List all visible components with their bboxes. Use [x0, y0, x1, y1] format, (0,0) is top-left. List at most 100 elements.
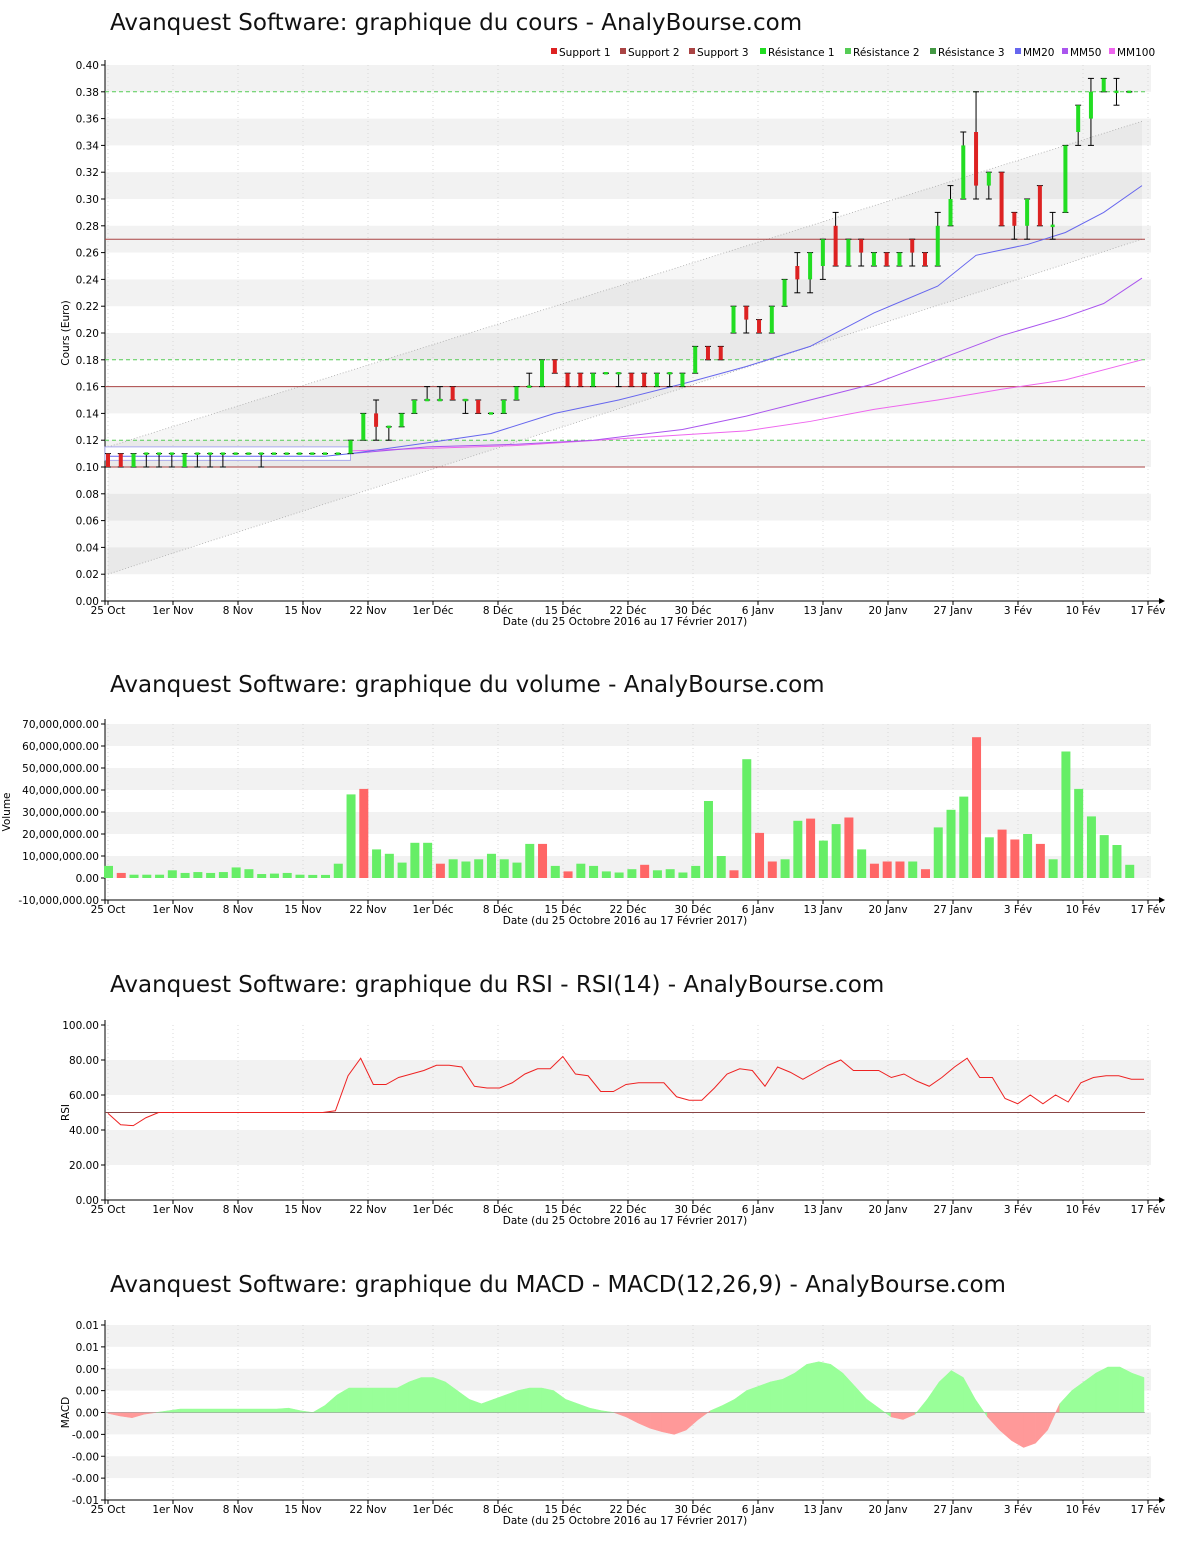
- volume-bar: [576, 863, 586, 878]
- volume-bar: [1010, 839, 1020, 878]
- macd-histogram-segment: [228, 1408, 241, 1413]
- price-y-tick-label: 0.16: [76, 382, 100, 394]
- candle-body: [527, 385, 532, 388]
- macd-x-tick-label: 15 Déc: [544, 1504, 581, 1516]
- macd-x-axis-label: Date (du 25 Octobre 2016 au 17 Février 2…: [503, 1515, 748, 1527]
- volume-chart-title: Avanquest Software: graphique du volume …: [110, 672, 825, 698]
- macd-grid-band: [105, 1368, 1151, 1391]
- volume-x-tick-label: 25 Oct: [91, 904, 126, 916]
- macd-x-tick-label: 1er Nov: [152, 1504, 193, 1516]
- legend-label: Support 1: [559, 47, 611, 59]
- volume-bar: [946, 809, 956, 878]
- candle-body: [718, 346, 723, 360]
- macd-y-axis-label: MACD: [60, 1397, 72, 1428]
- price-y-tick-label: 0.28: [76, 221, 99, 233]
- macd-histogram-segment: [336, 1387, 350, 1413]
- candle-body: [1101, 78, 1106, 92]
- volume-bar: [908, 861, 918, 878]
- volume-bar: [601, 871, 611, 878]
- rsi-x-arrow: [1159, 1197, 1165, 1203]
- price-x-tick-label: 15 Nov: [284, 605, 321, 617]
- volume-bar: [308, 874, 318, 878]
- candle-body: [680, 373, 685, 387]
- macd-x-tick-label: 6 Janv: [742, 1504, 774, 1516]
- legend-swatch: [845, 48, 851, 54]
- macd-histogram-segment: [252, 1408, 265, 1413]
- macd-histogram-segment: [1059, 1389, 1072, 1413]
- rsi-y-tick-label: 60.00: [69, 1090, 99, 1102]
- volume-x-tick-label: 30 Déc: [674, 904, 711, 916]
- volume-bar: [1023, 834, 1033, 878]
- rsi-line: [107, 1055, 1144, 1127]
- volume-bar: [180, 872, 190, 878]
- macd-histogram-segment: [866, 1398, 880, 1413]
- volume-bar: [614, 872, 624, 878]
- volume-x-tick-label: 22 Déc: [609, 904, 646, 916]
- volume-bar: [218, 872, 228, 878]
- volume-x-arrow: [1159, 897, 1165, 903]
- volume-bar: [1035, 843, 1045, 878]
- macd-histogram-segment: [782, 1372, 795, 1413]
- trend-channel-upper: [107, 120, 1143, 448]
- macd-histogram-segment: [505, 1390, 518, 1413]
- candle-body: [565, 373, 570, 387]
- rsi-chart-svg: 0.00 20.00 40.00 60.00 80.00 100.00 25 Oct 1er …: [60, 1020, 1165, 1227]
- volume-bar: [1048, 859, 1058, 878]
- macd-histogram-segment: [348, 1387, 362, 1413]
- legend-swatch: [1062, 48, 1068, 54]
- candle-body: [271, 452, 276, 455]
- volume-bar: [423, 842, 433, 878]
- volume-bar: [538, 843, 548, 878]
- volume-x-tick-label: 1er Nov: [152, 904, 193, 916]
- volume-x-tick-label: 27 Janv: [933, 904, 972, 916]
- candle-body: [514, 386, 519, 400]
- price-y-tick-label: 0.20: [76, 328, 99, 340]
- rsi-x-tick-label: 13 Janv: [803, 1204, 842, 1216]
- macd-chart: Avanquest Software: graphique du MACD - …: [0, 1260, 1200, 1550]
- candle-body: [667, 372, 672, 375]
- volume-bar: [959, 796, 969, 878]
- candle-body: [284, 452, 289, 455]
- volume-bar: [933, 827, 943, 878]
- price-x-tick-label: 1er Déc: [412, 605, 453, 617]
- rsi-x-tick-label: 10 Fév: [1066, 1204, 1101, 1216]
- volume-bar: [869, 863, 879, 878]
- candle-body: [833, 225, 838, 266]
- price-x-tick-label: 15 Déc: [544, 605, 581, 617]
- candle-body: [335, 452, 340, 455]
- macd-histogram-segment: [830, 1363, 844, 1413]
- volume-bar: [742, 759, 752, 878]
- candle-body: [323, 452, 328, 455]
- volume-x-tick-label: 17 Fév: [1131, 904, 1166, 916]
- macd-chart-svg: -0.01 -0.00 -0.00 -0.00 0.00 0.00 0.00 0.01 0.01…: [60, 1320, 1165, 1527]
- macd-x-tick-label: 8 Déc: [483, 1504, 514, 1516]
- price-x-tick-label: 22 Nov: [349, 605, 386, 617]
- volume-grid-band: [105, 812, 1151, 834]
- macd-histogram-segment: [264, 1408, 277, 1413]
- price-x-tick-label: 13 Janv: [803, 605, 842, 617]
- macd-x-tick-label: 10 Fév: [1066, 1504, 1101, 1516]
- volume-y-tick-label: 60,000,000.00: [22, 741, 99, 753]
- candle-body: [1114, 90, 1119, 94]
- price-y-tick-label: 0.02: [76, 569, 99, 581]
- volume-bar: [755, 832, 765, 878]
- macd-histogram-segment: [758, 1381, 771, 1413]
- macd-grid-band: [105, 1412, 1151, 1435]
- rsi-y-tick-label: 20.00: [69, 1160, 99, 1172]
- macd-x-tick-label: 20 Janv: [868, 1504, 907, 1516]
- macd-histogram-segment: [746, 1385, 759, 1413]
- candle-body: [348, 440, 353, 454]
- volume-y-tick-label: 30,000,000.00: [22, 807, 99, 819]
- price-chart-svg: 0.00 0.02 0.04 0.06 0.08 0.10 0.12 0.14 0.16 0.18…: [60, 47, 1165, 628]
- candle-body: [220, 452, 225, 455]
- volume-bar: [206, 872, 216, 878]
- candle-body: [1076, 105, 1081, 132]
- price-grid-band: [105, 386, 1151, 414]
- candle-body: [591, 373, 596, 387]
- rsi-x-tick-label: 20 Janv: [868, 1204, 907, 1216]
- volume-bar: [525, 843, 535, 878]
- macd-x-tick-label: 1er Déc: [412, 1504, 453, 1516]
- macd-histogram-segment: [806, 1361, 819, 1413]
- legend-label: Résistance 3: [938, 47, 1005, 59]
- macd-histogram-segment: [1119, 1366, 1133, 1413]
